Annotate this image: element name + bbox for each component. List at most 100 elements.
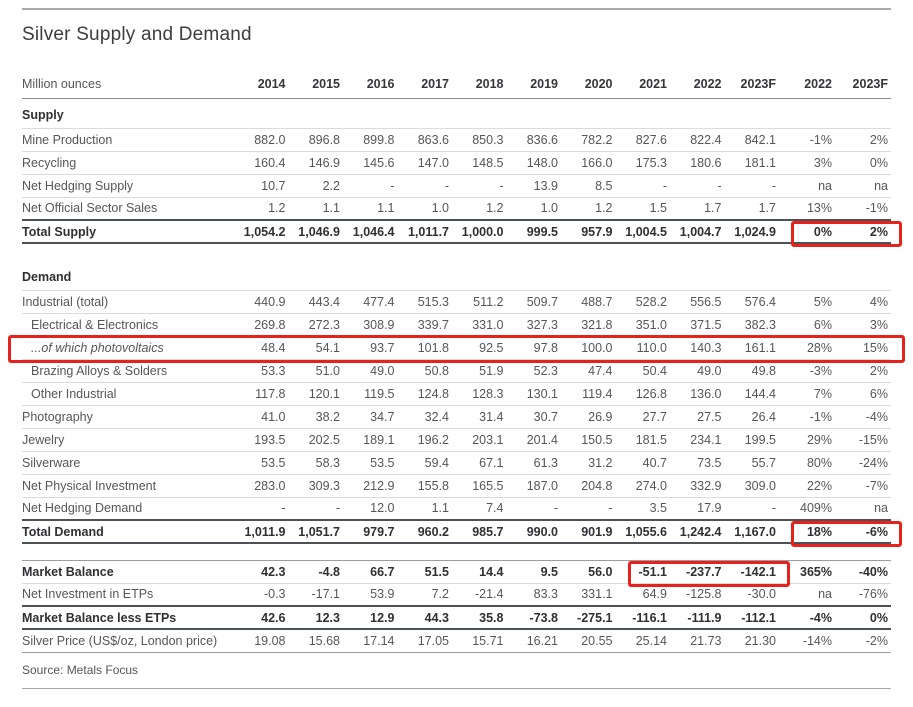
value-cell: -24% — [835, 451, 891, 475]
value-cell: -237.7 — [670, 559, 725, 584]
value-cell: 25.14 — [615, 629, 670, 653]
row-label: Market Balance less ETPs — [22, 605, 234, 630]
value-cell: 1.7 — [724, 197, 779, 221]
value-cell: -1% — [779, 128, 835, 152]
value-cell: 6% — [835, 382, 891, 406]
value-cell: 147.0 — [397, 151, 452, 175]
value-cell: 15% — [835, 336, 891, 360]
value-cell: 204.8 — [561, 474, 616, 498]
value-cell: 47.4 — [561, 359, 616, 383]
value-cell: 160.4 — [234, 151, 289, 175]
value-cell: 321.8 — [561, 313, 616, 337]
value-cell: 92.5 — [452, 336, 507, 360]
table-row: Jewelry 193.5 202.5 189.1 196.2 203.1 201.4 150… — [22, 428, 891, 452]
value-cell: 41.0 — [234, 405, 289, 429]
row-label: Silverware — [22, 451, 234, 475]
row-label: Total Supply — [22, 219, 234, 244]
value-cell: - — [724, 174, 779, 198]
value-cell: 5% — [779, 290, 835, 314]
value-cell: - — [452, 174, 507, 198]
value-cell: 309.0 — [724, 474, 779, 498]
value-cell: 58.3 — [288, 451, 343, 475]
value-cell: 19.08 — [234, 629, 289, 653]
value-cell: 309.3 — [288, 474, 343, 498]
value-cell: 1.2 — [452, 197, 507, 221]
value-cell: 130.1 — [506, 382, 561, 406]
value-cell: 51.5 — [397, 559, 452, 584]
value-cell: 1,046.9 — [288, 219, 343, 244]
value-cell: -7% — [835, 474, 891, 498]
value-cell: -40% — [835, 559, 891, 584]
value-cell: 960.2 — [397, 519, 452, 544]
value-cell: 50.4 — [615, 359, 670, 383]
value-cell: 80% — [779, 451, 835, 475]
value-cell: -142.1 — [724, 559, 779, 584]
value-cell: -21.4 — [452, 583, 507, 607]
value-cell: 28% — [779, 336, 835, 360]
row-label: Photography — [22, 405, 234, 429]
value-cell: 93.7 — [343, 336, 398, 360]
page: Silver Supply and Demand Million ounces … — [8, 8, 905, 689]
value-cell: 896.8 — [288, 128, 343, 152]
value-cell: 8.5 — [561, 174, 616, 198]
value-cell: 1.1 — [288, 197, 343, 221]
value-cell: -1% — [779, 405, 835, 429]
table-row: Mine Production 882.0 896.8 899.8 863.6 850.3… — [22, 128, 891, 152]
value-cell: 120.1 — [288, 382, 343, 406]
table-row: Other Industrial 117.8 120.1 119.5 124.8 128.… — [22, 382, 891, 406]
value-cell: 2% — [835, 219, 891, 244]
value-cell: 990.0 — [506, 519, 561, 544]
row-label: Silver Price (US$/oz, London price) — [22, 629, 234, 653]
column-header: 2022 — [779, 70, 835, 99]
value-cell: - — [397, 174, 452, 198]
value-cell: 7.4 — [452, 497, 507, 521]
table-row: Industrial (total) 440.9 443.4 477.4 515.3 51… — [22, 290, 891, 314]
source-note: Source: Metals Focus — [22, 653, 891, 689]
value-cell: 331.0 — [452, 313, 507, 337]
value-cell: 782.2 — [561, 128, 616, 152]
value-cell: 53.3 — [234, 359, 289, 383]
value-cell: 166.0 — [561, 151, 616, 175]
value-cell: 3% — [835, 313, 891, 337]
value-cell: -111.9 — [670, 605, 725, 630]
value-cell: 1.1 — [397, 497, 452, 521]
value-cell: -125.8 — [670, 583, 725, 607]
value-cell: 1,167.0 — [724, 519, 779, 544]
value-cell: 1,011.7 — [397, 219, 452, 244]
value-cell: 528.2 — [615, 290, 670, 314]
value-cell: 199.5 — [724, 428, 779, 452]
value-cell: 124.8 — [397, 382, 452, 406]
value-cell: 440.9 — [234, 290, 289, 314]
value-cell: na — [835, 174, 891, 198]
column-header: 2020 — [561, 70, 616, 99]
value-cell: 48.4 — [234, 336, 289, 360]
value-cell: 83.3 — [506, 583, 561, 607]
table-row: Net Hedging Supply 10.7 2.2- - -13.9 8.5- - - na… — [22, 174, 891, 198]
table-row: Photography 41.0 38.2 34.7 32.4 31.4 30.7 26.9 2… — [22, 405, 891, 429]
value-cell: 882.0 — [234, 128, 289, 152]
value-cell: -15% — [835, 428, 891, 452]
value-cell: -275.1 — [561, 605, 616, 630]
table-row: Net Official Sector Sales 1.2 1.1 1.1 1.0 1.2… — [22, 197, 891, 221]
value-cell: 49.0 — [343, 359, 398, 383]
value-cell: 2.2 — [288, 174, 343, 198]
value-cell: 145.6 — [343, 151, 398, 175]
value-cell: 283.0 — [234, 474, 289, 498]
table-row: Net Physical Investment 283.0 309.3 212.9 15… — [22, 474, 891, 498]
value-cell: 212.9 — [343, 474, 398, 498]
value-cell: 511.2 — [452, 290, 507, 314]
value-cell: 1,051.7 — [288, 519, 343, 544]
table-row: Market Balance 42.3 -4.8 66.7 51.5 14.4 9.5 56.… — [22, 559, 891, 584]
value-cell: 53.5 — [234, 451, 289, 475]
row-label: ...of which photovoltaics — [22, 336, 234, 360]
value-cell: 12.3 — [288, 605, 343, 630]
value-cell: 13.9 — [506, 174, 561, 198]
value-cell: 119.4 — [561, 382, 616, 406]
column-header: 2017 — [397, 70, 452, 99]
value-cell: -4% — [835, 405, 891, 429]
value-cell: 3% — [779, 151, 835, 175]
value-cell: 1.2 — [561, 197, 616, 221]
table-row: Silver Price (US$/oz, London price) 19.08… — [22, 629, 891, 653]
row-label: Mine Production — [22, 128, 234, 152]
value-cell: 409% — [779, 497, 835, 521]
